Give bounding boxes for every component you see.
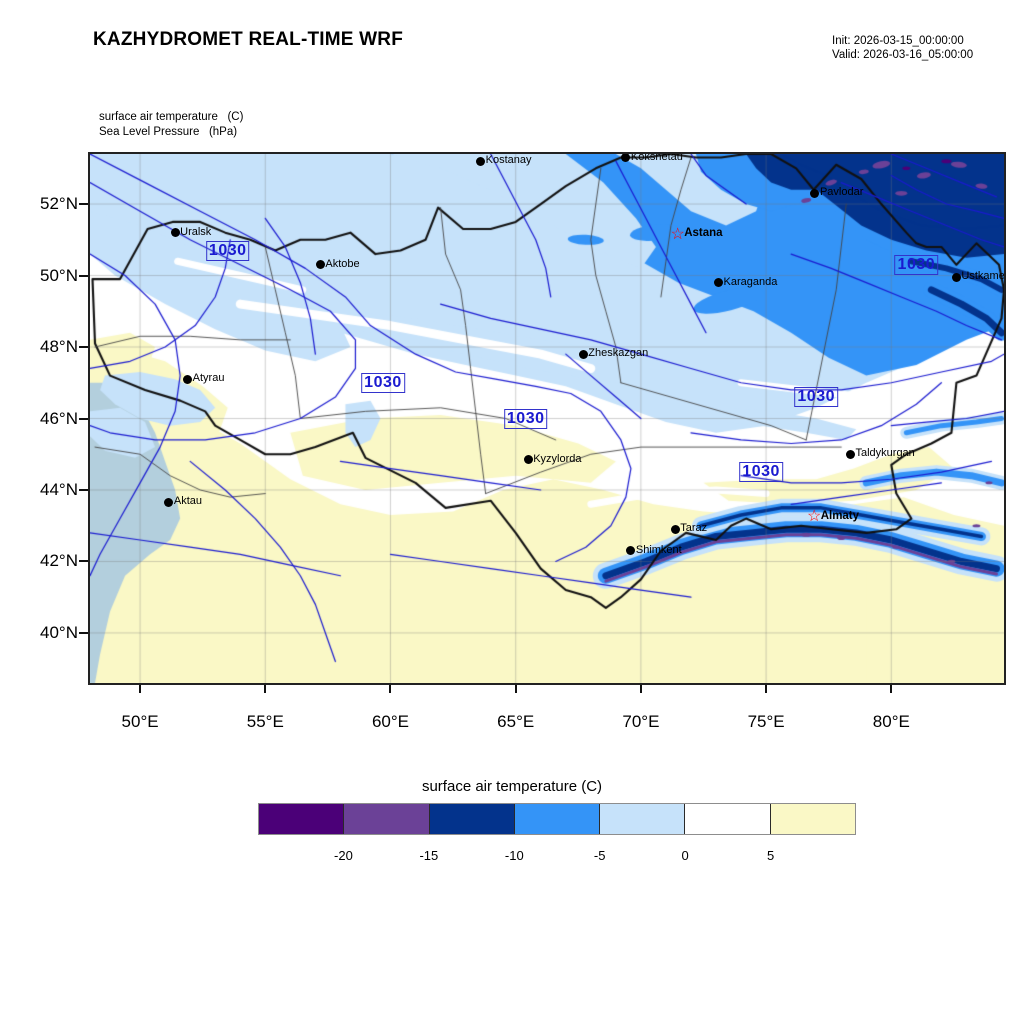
latitude-tick-label: 44°N	[40, 479, 78, 499]
longitude-tick-label: 65°E	[497, 712, 535, 731]
city-label: Aktau	[173, 495, 203, 508]
field-temperature-label: surface air temperature (C)	[99, 111, 244, 123]
colorbar-title: surface air temperature (C)	[421, 778, 603, 795]
colorbar-segment	[685, 804, 771, 834]
isobar-label: 1030	[739, 462, 783, 483]
city-label: Karaganda	[723, 275, 778, 288]
city-dot-icon	[670, 524, 680, 534]
field-pressure-label: Sea Level Pressure (hPa)	[99, 126, 238, 138]
longitude-tick-label: 70°E	[622, 712, 660, 731]
init-time: Init: 2026-03-15_00:00:00	[832, 35, 964, 47]
city-label: Kostanay	[485, 154, 532, 167]
colorbar-tick-label: -10	[504, 848, 524, 863]
city-label: Kokshetau	[630, 152, 683, 163]
colorbar-segment	[344, 804, 430, 834]
city-label: Shimkent	[635, 543, 682, 556]
latitude-tick-mark	[79, 417, 88, 420]
capital-star-icon: ☆	[670, 225, 685, 243]
city-dot-icon	[315, 260, 325, 270]
city-label: Almaty	[820, 509, 860, 522]
city-label: Zheskazgan	[588, 347, 649, 360]
city-label: Kyzylorda	[533, 452, 582, 465]
valid-time: Valid: 2026-03-16_05:00:00	[832, 49, 974, 61]
city-dot-icon	[476, 156, 486, 166]
colorbar-segment	[600, 804, 686, 834]
city-dot-icon	[621, 154, 631, 163]
colorbar-segment	[514, 804, 601, 834]
city-dot-icon	[164, 497, 174, 507]
longitude-tick-label: 75°E	[747, 712, 785, 731]
city-label: Taraz	[680, 522, 708, 535]
latitude-tick-label: 40°N	[40, 622, 78, 642]
city-label: Uralsk	[180, 225, 212, 238]
field-labels: surface air temperature (C) Sea Level Pre…	[99, 110, 243, 140]
longitude-tick-label: 80°E	[872, 712, 910, 731]
city-dot-icon	[951, 272, 961, 282]
longitude-tick-mark	[139, 685, 142, 693]
latitude-tick-label: 50°N	[40, 265, 78, 285]
isobar-label: 1030	[205, 240, 250, 261]
colorbar-tick-label: -5	[593, 848, 606, 863]
city-dot-icon	[626, 546, 636, 556]
colorbar-tick-label: 0	[681, 848, 689, 863]
longitude-tick-mark	[765, 685, 768, 693]
latitude-tick-mark	[79, 203, 88, 206]
city-dot-icon	[845, 449, 855, 459]
city-dot-icon	[714, 278, 724, 288]
latitude-tick-label: 46°N	[40, 408, 78, 428]
colorbar-tick-label: -15	[419, 848, 439, 863]
longitude-tick-mark	[639, 685, 642, 693]
colorbar-tick-labels: -20 -15 -10 -5 0 5	[258, 848, 856, 868]
colorbar-segment	[259, 804, 345, 834]
city-label: Astana	[684, 227, 723, 240]
city-dot-icon	[810, 188, 820, 198]
city-label: Pavlodar	[819, 186, 864, 199]
page-title: KAZHYDROMET REAL-TIME WRF	[93, 29, 404, 50]
city-label: Atyrau	[192, 372, 225, 385]
latitude-tick-mark	[79, 560, 88, 563]
isobar-label: 1030	[503, 408, 548, 429]
city-label: Aktobe	[325, 257, 360, 270]
city-label: Ustkamen	[961, 270, 1006, 283]
longitude-tick-mark	[264, 685, 267, 693]
city-dot-icon	[578, 349, 588, 359]
latitude-tick-mark	[79, 488, 88, 491]
longitude-tick-mark	[514, 685, 517, 693]
colorbar-segment	[429, 804, 515, 834]
longitude-tick-mark	[389, 685, 392, 693]
model-run-info: Init: 2026-03-15_00:00:00 Valid: 2026-03-…	[832, 34, 973, 62]
longitude-tick-label: 60°E	[371, 712, 409, 731]
isobar-label: 1030	[794, 387, 838, 408]
capital-star-icon: ☆	[807, 508, 822, 526]
city-dot-icon	[170, 228, 180, 238]
latitude-tick-label: 52°N	[40, 194, 78, 214]
colorbar-tick-label: 5	[766, 848, 775, 863]
city-dot-icon	[523, 455, 533, 465]
latitude-tick-mark	[79, 274, 88, 277]
isobar-label: 1030	[361, 372, 405, 393]
longitude-tick-mark	[890, 685, 893, 693]
city-label: Taldykurgan	[855, 447, 915, 460]
colorbar	[258, 803, 856, 835]
latitude-tick-label: 42°N	[40, 551, 78, 571]
longitude-tick-label: 50°E	[121, 712, 159, 731]
latitude-tick-mark	[79, 631, 88, 634]
latitude-tick-mark	[79, 346, 88, 348]
latitude-tick-label: 48°N	[40, 337, 78, 356]
map-plot-area: PetropavlovskKostanayKokshetauPavlodarUr…	[88, 152, 1006, 685]
colorbar-tick-label: -20	[334, 848, 353, 863]
longitude-tick-label: 55°E	[246, 712, 284, 731]
city-dot-icon	[183, 374, 193, 384]
isobar-label: 1030	[894, 254, 939, 275]
colorbar-segment	[770, 804, 855, 834]
